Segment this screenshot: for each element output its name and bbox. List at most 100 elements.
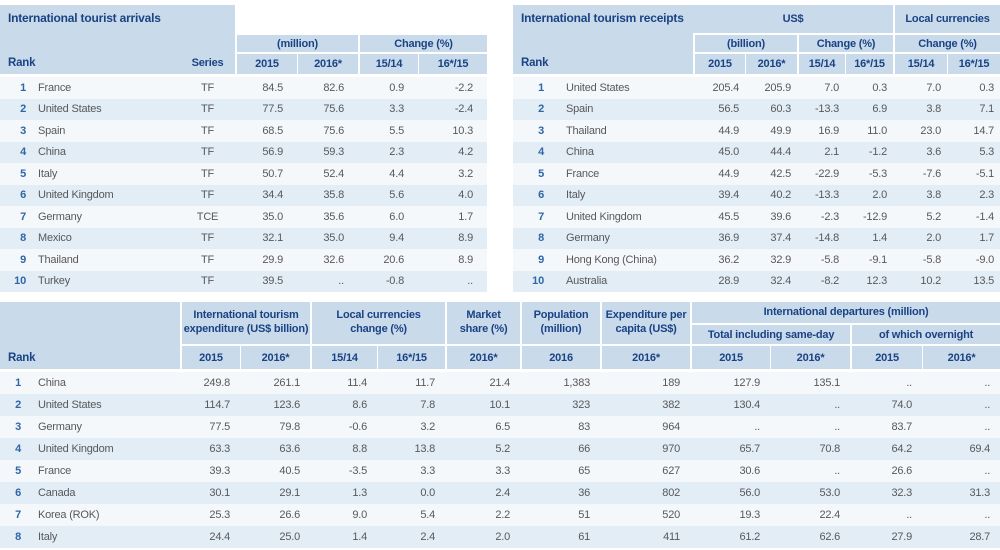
value-cell: 62.6: [770, 526, 851, 548]
country-cell: France: [558, 163, 694, 185]
value-cell: 44.9: [693, 120, 746, 142]
country-cell: Italy: [30, 526, 181, 548]
value-cell: 75.6: [297, 120, 358, 142]
value-cell: 123.6: [240, 394, 311, 416]
series-cell: TF: [180, 141, 235, 163]
expenditure-group-row-1: Rank International tourism expenditure (…: [0, 302, 1000, 372]
value-cell: 13.8: [377, 438, 446, 460]
table-row: 9 Thailand TF 29.9 32.6 20.6 8.9: [0, 249, 487, 271]
country-cell: Spain: [558, 98, 694, 120]
value-cell: 3.3: [445, 460, 521, 482]
departures-overnight-subheader: of which overnight: [850, 323, 1000, 344]
table-row: 9 Hong Kong (China) 36.2 32.9 -5.8 -9.1 -5.8 -9…: [513, 249, 1000, 271]
value-cell: 10.1: [445, 394, 521, 416]
value-cell: 63.6: [240, 438, 311, 460]
arrivals-rank-series-row: Rank Series: [0, 57, 235, 74]
rank-cell: 10: [0, 270, 30, 292]
country-cell: Thailand: [30, 249, 180, 271]
value-cell: 13.5: [947, 270, 1000, 292]
value-cell: ..: [297, 270, 358, 292]
col-header-16-15: 16*/15: [418, 52, 487, 77]
value-cell: 964: [600, 416, 691, 438]
table-row: 4 China TF 56.9 59.3 2.3 4.2: [0, 141, 487, 163]
value-cell: 42.5: [745, 163, 798, 185]
table-row: 8 Germany 36.9 37.4 -14.8 1.4 2.0 1.7: [513, 227, 1000, 249]
country-cell: Germany: [30, 206, 180, 228]
value-cell: 22.4: [770, 504, 851, 526]
table-row: 4 United Kingdom 63.3 63.6 8.8 13.8 5.2 66 970 65…: [0, 438, 1000, 460]
expenditure-year-row: 2015 2016* 15/14 16*/15 2016* 2016 2016*…: [0, 344, 1000, 372]
value-cell: 2.4: [377, 526, 446, 548]
departures-total-subheader: Total including same-day: [690, 323, 851, 344]
value-cell: 6.5: [445, 416, 521, 438]
series-cell: TF: [180, 270, 235, 292]
value-cell: 0.9: [358, 77, 418, 99]
value-cell: -2.2: [418, 77, 487, 99]
series-column-header: Series: [191, 57, 224, 69]
value-cell: 75.6: [297, 98, 358, 120]
arrivals-table: International tourist arrivals Rank Seri…: [0, 5, 487, 292]
expenditure-group-header: International tourism expenditure (US$ b…: [180, 302, 311, 344]
rank-column-header: Rank: [521, 57, 549, 69]
receipts-rank-row: Rank: [513, 57, 693, 74]
value-cell: -13.3: [797, 98, 846, 120]
value-cell: 1.4: [845, 227, 894, 249]
rank-cell: 3: [0, 416, 30, 438]
value-cell: 56.9: [235, 141, 297, 163]
value-cell: 68.5: [235, 120, 297, 142]
value-cell: 49.9: [745, 120, 798, 142]
country-cell: China: [30, 372, 181, 394]
value-cell: 205.9: [745, 77, 798, 99]
value-cell: 63.3: [180, 438, 241, 460]
value-cell: 35.8: [297, 184, 358, 206]
rank-column-header: Rank: [8, 352, 36, 364]
value-cell: -5.8: [797, 249, 846, 271]
value-cell: 627: [600, 460, 691, 482]
country-cell: China: [30, 141, 180, 163]
arrivals-title-row: International tourist arrivals Rank Seri…: [0, 5, 487, 77]
value-cell: -2.3: [797, 206, 846, 228]
value-cell: 50.7: [235, 163, 297, 185]
country-cell: Turkey: [30, 270, 180, 292]
col-header-dep-2015: 2015: [690, 344, 771, 372]
value-cell: 11.4: [310, 372, 378, 394]
series-cell: TF: [180, 120, 235, 142]
expenditure-table: Rank International tourism expenditure (…: [0, 302, 1000, 548]
value-cell: 970: [600, 438, 691, 460]
value-cell: 35.0: [235, 206, 297, 228]
value-cell: ..: [770, 460, 851, 482]
value-cell: 4.0: [418, 184, 487, 206]
value-cell: 16.9: [797, 120, 846, 142]
col-header-16-15: 16*/15: [845, 52, 894, 77]
arrivals-table-title: International tourist arrivals: [8, 11, 161, 25]
value-cell: 77.5: [180, 416, 241, 438]
receipts-year-row: 2015 2016* 15/14 16*/15 15/14 16*/15: [513, 52, 1000, 77]
value-cell: 1.3: [310, 482, 378, 504]
value-cell: 802: [600, 482, 691, 504]
arrivals-year-row: 2015 2016* 15/14 16*/15: [0, 52, 487, 77]
value-cell: 5.2: [445, 438, 521, 460]
expenditure-rank-row: Rank: [0, 352, 180, 369]
table-row: 8 Mexico TF 32.1 35.0 9.4 8.9: [0, 227, 487, 249]
local-currencies-section-header: Local currencies: [893, 5, 1000, 33]
value-cell: 5.4: [377, 504, 446, 526]
value-cell: 44.4: [745, 141, 798, 163]
value-cell: 4.4: [358, 163, 418, 185]
rank-cell: 8: [0, 526, 30, 548]
value-cell: 382: [600, 394, 691, 416]
col-header-local-15-14: 15/14: [893, 52, 948, 77]
country-cell: Germany: [558, 227, 694, 249]
value-cell: 3.2: [377, 416, 446, 438]
value-cell: 3.2: [418, 163, 487, 185]
value-cell: 2.0: [893, 227, 948, 249]
value-cell: 65: [520, 460, 601, 482]
col-header-ov-2016: 2016*: [922, 344, 1000, 372]
country-cell: Mexico: [30, 227, 180, 249]
value-cell: 1.4: [310, 526, 378, 548]
col-header-market-2016: 2016*: [445, 344, 521, 372]
rank-cell: 4: [0, 141, 30, 163]
value-cell: 7.0: [797, 77, 846, 99]
col-header-2015: 2015: [693, 52, 746, 77]
value-cell: 60.3: [745, 98, 798, 120]
million-group-header: (million): [235, 33, 358, 52]
